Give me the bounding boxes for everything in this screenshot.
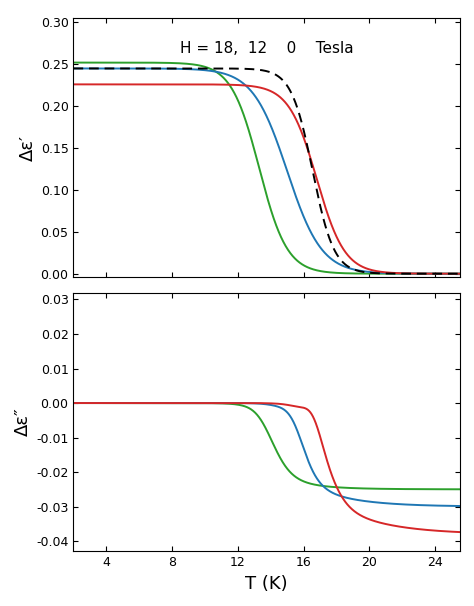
Text: H = 18,  12    0    Tesla: H = 18, 12 0 Tesla xyxy=(180,41,354,56)
Y-axis label: Δε″: Δε″ xyxy=(14,408,32,436)
X-axis label: T (K): T (K) xyxy=(246,575,288,593)
Y-axis label: Δε′: Δε′ xyxy=(18,135,36,161)
